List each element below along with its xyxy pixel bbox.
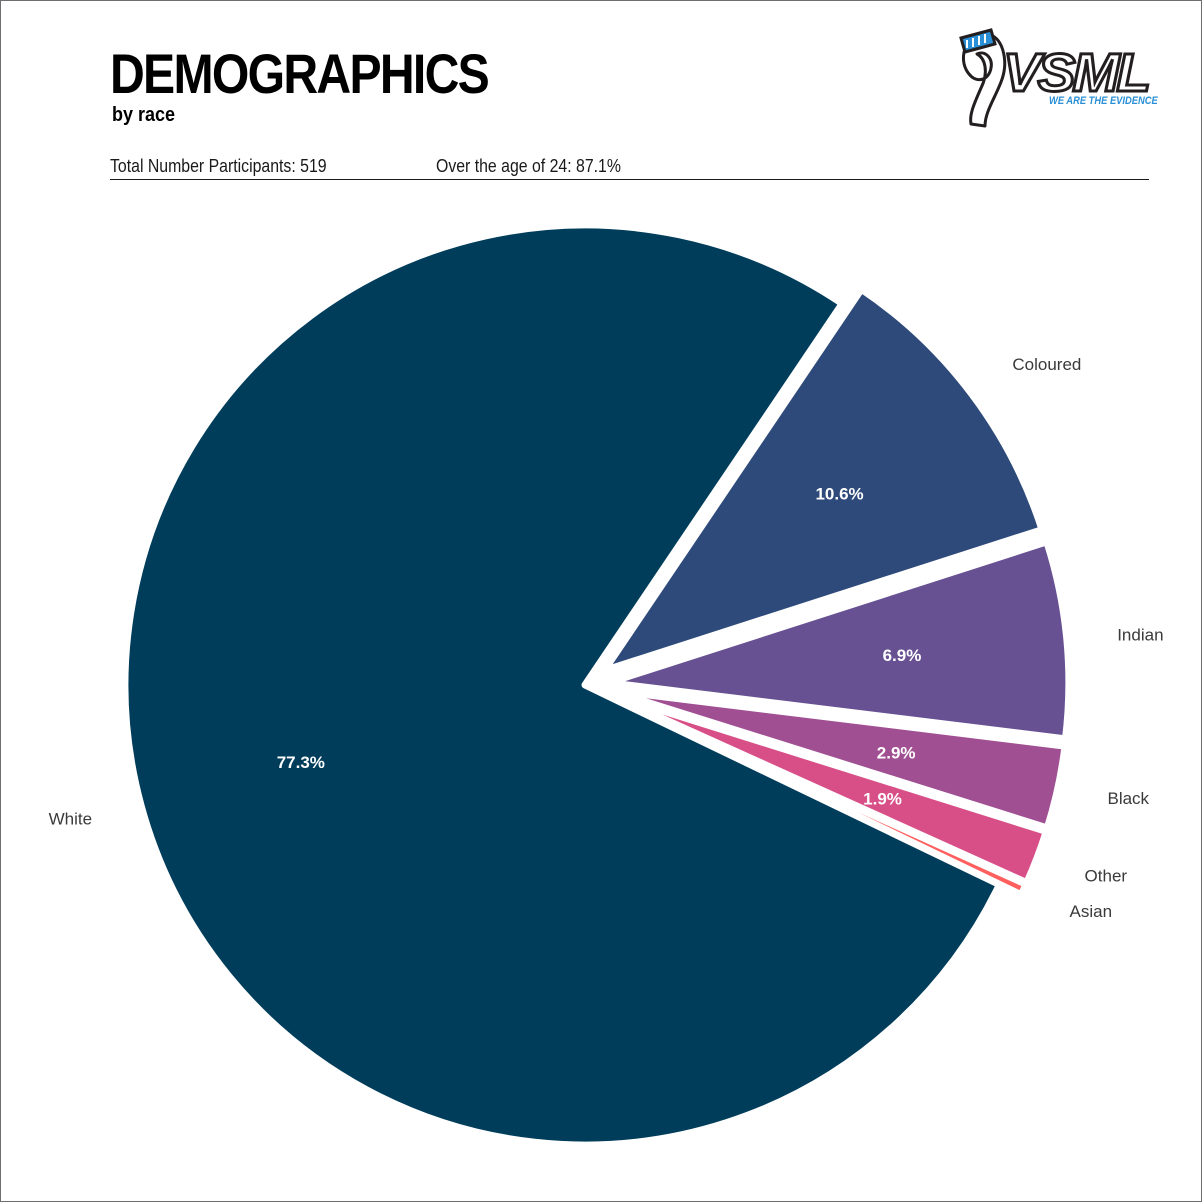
age-statistic: Over the age of 24: 87.1% [436,156,621,176]
vsml-logo: VSML WE ARE THE EVIDENCE [955,28,1170,128]
slice-label-coloured: Coloured [1012,355,1081,374]
ribbon-icon [959,28,1007,128]
pie-slice-black [604,686,1069,832]
pie-slice-white [121,221,1003,1149]
slice-label-white: White [49,809,92,828]
slice-label-indian: Indian [1117,626,1163,645]
pie-slice-indian [605,538,1073,743]
header-divider [110,179,1149,180]
slice-label-asian: Asian [1070,902,1113,921]
logo-tagline: WE ARE THE EVIDENCE [1049,95,1158,107]
value-label-black: 2.9% [877,743,916,762]
value-label-coloured: 10.6% [815,485,863,504]
value-label-other: 1.9% [863,789,902,808]
slice-label-black: Black [1107,789,1149,808]
slice-label-other: Other [1085,866,1128,885]
page-subtitle: by race [112,104,176,126]
pie-slice-coloured [600,285,1046,675]
page-title: DEMOGRAPHICS [110,42,490,105]
participants-count: Total Number Participants: 519 [110,156,327,176]
logo-wordmark: VSML [1001,43,1152,103]
value-label-indian: 6.9% [883,646,922,665]
value-label-white: 77.3% [277,753,325,772]
